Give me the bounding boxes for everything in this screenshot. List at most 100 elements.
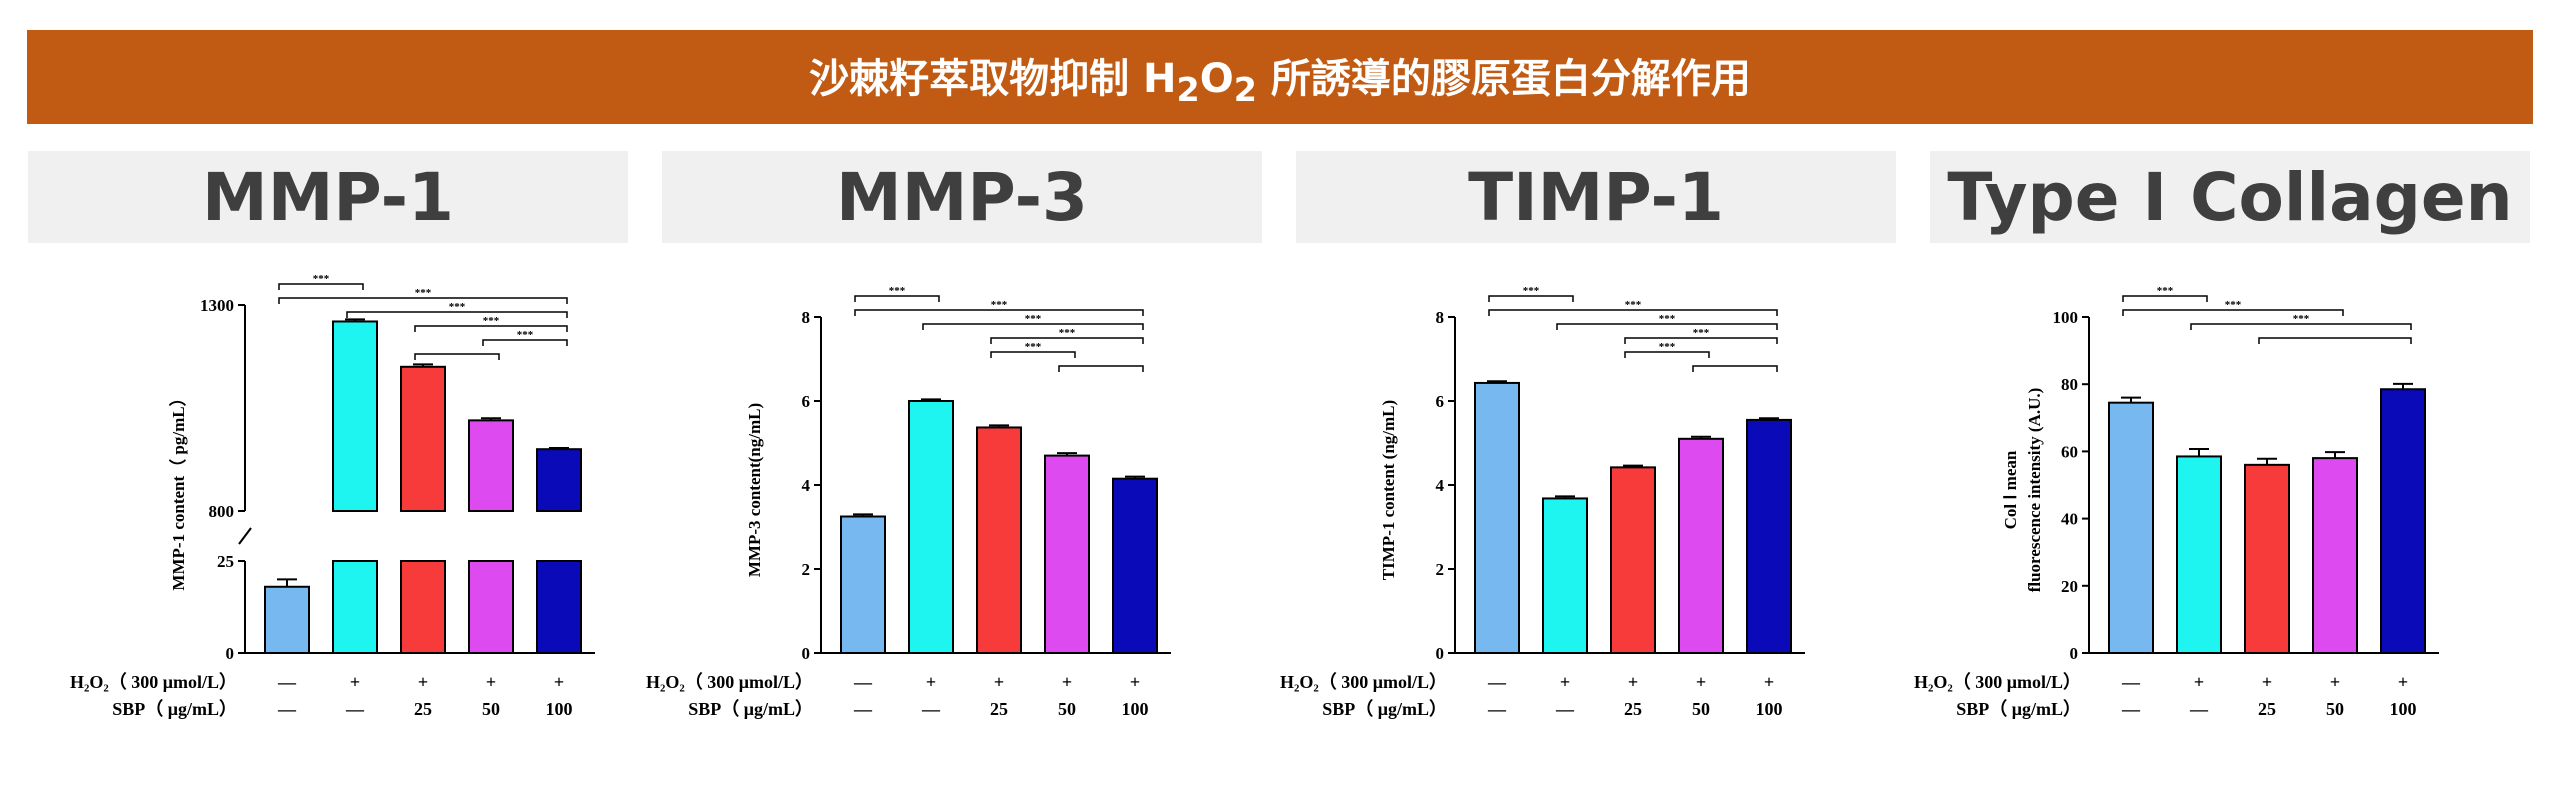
- y-tick-label: 40: [2061, 510, 2078, 529]
- significance-bracket: [990, 351, 1076, 358]
- bar: [2312, 457, 2358, 654]
- sbp-row-value: —: [277, 699, 297, 719]
- bar: [1746, 418, 1792, 654]
- significance-label: ***: [991, 299, 1008, 311]
- significance-bracket: [414, 325, 568, 332]
- y-tick-label: 20: [2061, 577, 2078, 596]
- bar: [2176, 455, 2222, 654]
- sbp-row-value: 50: [1058, 699, 1076, 719]
- panel-header-title: Type I Collagen: [1947, 158, 2513, 236]
- sbp-row-value: 50: [482, 699, 500, 719]
- sbp-row-label: SBP（ μg/mL）: [1956, 699, 2081, 719]
- title-banner: 沙棘籽萃取物抑制 H2O2 所誘導的膠原蛋白分解作用: [27, 30, 2533, 124]
- bar: [2108, 401, 2154, 654]
- significance-label: ***: [1659, 341, 1676, 353]
- significance-bracket: [1624, 337, 1778, 344]
- significance-bracket: [278, 297, 568, 304]
- significance-bracket: [1692, 365, 1778, 372]
- sbp-row-value: —: [921, 699, 941, 719]
- y-tick-label: 4: [1436, 476, 1445, 495]
- sbp-row-value: —: [1487, 699, 1507, 719]
- significance-label: ***: [1025, 313, 1042, 325]
- significance-bracket: [1624, 351, 1710, 358]
- h2o2-row-value: —: [1487, 672, 1507, 692]
- sbp-row-value: 25: [2258, 699, 2276, 719]
- sbp-row-value: —: [1555, 699, 1575, 719]
- h2o2-row-value: +: [1696, 672, 1706, 692]
- h2o2-row-value: +: [1062, 672, 1072, 692]
- bar-lower-segment: [332, 560, 378, 654]
- significance-bracket: [414, 353, 500, 360]
- significance-label: ***: [1059, 327, 1076, 339]
- bar: [400, 365, 446, 512]
- significance-bracket: [1556, 323, 1778, 330]
- y-tick-label: 8: [1436, 308, 1445, 327]
- banner-title-sub2: 2: [1233, 69, 1257, 109]
- h2o2-row-label: H₂O₂（ 300 μmol/L）: [70, 672, 237, 692]
- bar-lower-segment: [400, 560, 446, 654]
- significance-bracket: [922, 323, 1144, 330]
- bar: [2380, 388, 2426, 655]
- y-tick-label: 800: [209, 502, 235, 521]
- significance-bracket: [854, 309, 1144, 316]
- h2o2-row-value: +: [2398, 672, 2408, 692]
- bar: [1678, 437, 1724, 654]
- h2o2-row-value: +: [2194, 672, 2204, 692]
- significance-bracket: [482, 339, 568, 346]
- h2o2-row-value: +: [2330, 672, 2340, 692]
- h2o2-row-value: +: [554, 672, 564, 692]
- significance-bracket: [1488, 309, 1778, 316]
- h2o2-row-value: +: [418, 672, 428, 692]
- h2o2-row-value: —: [2121, 672, 2141, 692]
- significance-label: ***: [889, 285, 906, 297]
- sbp-row-value: —: [2121, 699, 2141, 719]
- y-axis-label: fluorescence intensity (A.U.): [2025, 388, 2044, 593]
- h2o2-row-value: +: [1628, 672, 1638, 692]
- sbp-row-value: 100: [2390, 699, 2417, 719]
- y-tick-label: 80: [2061, 375, 2078, 394]
- significance-label: ***: [415, 287, 432, 299]
- y-tick-label: 6: [802, 392, 811, 411]
- sbp-row-value: 25: [414, 699, 432, 719]
- banner-title-sub1: 2: [1176, 69, 1200, 109]
- axis-break-mark: [238, 527, 252, 545]
- significance-label: ***: [1625, 299, 1642, 311]
- sbp-row-value: 100: [546, 699, 573, 719]
- panel-header-title: MMP-3: [836, 158, 1088, 236]
- sbp-row-label: SBP（ μg/mL）: [112, 699, 237, 719]
- sbp-row-value: 100: [1756, 699, 1783, 719]
- sbp-row-value: 50: [1692, 699, 1710, 719]
- bar: [468, 419, 514, 512]
- y-tick-label: 60: [2061, 442, 2078, 461]
- significance-bracket: [278, 283, 364, 290]
- panel-header-mmp3: MMP-3: [662, 151, 1262, 243]
- significance-bracket: [2122, 309, 2344, 316]
- y-tick-label: 6: [1436, 392, 1445, 411]
- significance-label: ***: [1659, 313, 1676, 325]
- significance-bracket: [346, 311, 568, 318]
- h2o2-row-value: —: [277, 672, 297, 692]
- bar: [1474, 381, 1520, 654]
- banner-title: 沙棘籽萃取物抑制 H2O2 所誘導的膠原蛋白分解作用: [809, 46, 1751, 109]
- sbp-row-value: 100: [1122, 699, 1149, 719]
- h2o2-row-value: +: [486, 672, 496, 692]
- h2o2-row-value: +: [926, 672, 936, 692]
- panel-header-collagen: Type I Collagen: [1930, 151, 2530, 243]
- panel-header-mmp1: MMP-1: [28, 151, 628, 243]
- bar: [2244, 463, 2290, 654]
- y-tick-label: 0: [1436, 644, 1445, 663]
- significance-label: ***: [1523, 285, 1540, 297]
- panel-header-title: TIMP-1: [1468, 158, 1724, 236]
- sbp-row-value: —: [853, 699, 873, 719]
- y-tick-label: 8: [802, 308, 811, 327]
- y-tick-label: 0: [226, 644, 235, 663]
- significance-bracket: [2258, 337, 2412, 344]
- banner-title-mid: O: [1199, 55, 1234, 102]
- sbp-row-label: SBP（ μg/mL）: [1322, 699, 1447, 719]
- y-tick-label: 100: [2053, 308, 2079, 327]
- bar: [1044, 454, 1090, 654]
- significance-label: ***: [1693, 327, 1710, 339]
- panel-header-timp1: TIMP-1: [1296, 151, 1896, 243]
- bar: [332, 320, 378, 513]
- bar: [976, 426, 1022, 654]
